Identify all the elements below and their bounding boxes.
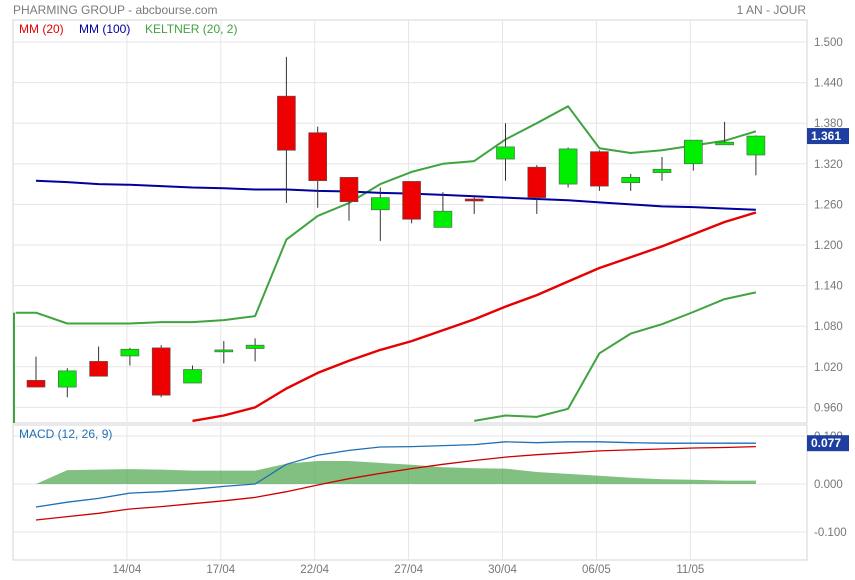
candle-body-up [183, 369, 202, 384]
candle [527, 165, 547, 214]
price-legend-item: MM (20) [19, 22, 64, 36]
candle-body-down [277, 95, 296, 151]
candle [308, 126, 328, 208]
candle-body-up [746, 135, 766, 156]
candle [120, 347, 140, 366]
candle-body-down [402, 181, 421, 220]
price-ytick-label: 1.020 [814, 362, 843, 374]
candle-body-up [621, 177, 641, 184]
candle [26, 356, 46, 388]
candle [277, 56, 296, 204]
xtick-label: 14/04 [113, 564, 142, 576]
candle [151, 345, 171, 398]
candle-body-up [496, 146, 515, 160]
candle-body-up [245, 344, 265, 349]
candle [245, 338, 265, 362]
last-price-value: 1.361 [811, 129, 841, 143]
candle-body-up [57, 370, 77, 388]
price-panel [12, 19, 808, 424]
last-macd-value: 0.077 [811, 436, 841, 450]
candle [621, 173, 641, 191]
xtick-label: 17/04 [206, 564, 235, 576]
candle [339, 177, 359, 221]
price-legend-item: MM (100) [79, 22, 130, 36]
chart-title: PHARMING GROUP - abcbourse.com [13, 3, 218, 17]
macd-plot-area [35, 441, 756, 521]
mm100-line [35, 179, 756, 211]
candle [715, 121, 734, 146]
last-macd-tag [807, 435, 849, 452]
candle-body-down [308, 132, 328, 182]
candle [590, 150, 609, 191]
candle [464, 196, 484, 214]
candle-body-up [120, 348, 140, 357]
xtick-label: 30/04 [488, 564, 517, 576]
candle-body-up [683, 139, 703, 165]
candle-body-down [89, 361, 108, 377]
xtick-label: 27/04 [394, 564, 423, 576]
last-price-tag [807, 128, 849, 145]
candle [652, 157, 672, 181]
candle [402, 181, 421, 224]
candle [89, 346, 108, 377]
candle [558, 147, 578, 188]
candle [370, 187, 390, 241]
macd-signal-line [35, 445, 756, 521]
macd-ytick-label: -0.100 [814, 527, 847, 539]
price-ytick-label: 1.260 [814, 199, 843, 211]
xtick-label: 11/05 [676, 564, 704, 576]
price-ytick-label: 1.500 [814, 37, 843, 49]
xtick-label: 06/05 [582, 564, 611, 576]
mm20-line [192, 211, 757, 423]
candle-body-down [464, 198, 484, 202]
candle [183, 365, 202, 384]
price-plot-area [13, 56, 766, 423]
candle [496, 123, 515, 181]
price-ytick-label: 1.320 [814, 159, 843, 171]
price-ytick-label: 1.380 [814, 118, 843, 130]
candle-body-down [339, 177, 359, 202]
candle-body-up [652, 168, 672, 173]
price-legend-item: KELTNER (20, 2) [145, 22, 237, 36]
candle-body-up [558, 148, 578, 185]
candle [683, 139, 703, 171]
candle-body-up [214, 349, 234, 353]
candle-body-down [527, 166, 547, 198]
candle-body-up [433, 210, 453, 228]
price-ytick-label: 1.080 [814, 321, 843, 333]
candle-body-down [590, 151, 609, 187]
candle-body-down [26, 380, 46, 388]
macd-ytick-label: 0.000 [814, 479, 843, 491]
macd-histogram-area [36, 461, 756, 484]
candle [214, 341, 234, 364]
candle-body-down [151, 347, 171, 396]
candle-body-up [715, 141, 734, 146]
candle-body-up [370, 197, 390, 211]
price-ytick-label: 0.960 [814, 402, 843, 414]
xtick-label: 22/04 [300, 564, 329, 576]
price-ytick-label: 1.140 [814, 281, 843, 293]
keltner-lower-line [474, 291, 757, 422]
candle [746, 135, 766, 176]
price-ytick-label: 1.200 [814, 240, 843, 252]
keltner-upper-line [15, 105, 757, 325]
candle [433, 192, 453, 228]
macd-legend-item: MACD (12, 26, 9) [19, 427, 112, 441]
period-label: 1 AN - JOUR [736, 3, 806, 17]
price-ytick-label: 1.440 [814, 78, 843, 90]
candle [57, 368, 77, 398]
macd-line [35, 441, 756, 508]
